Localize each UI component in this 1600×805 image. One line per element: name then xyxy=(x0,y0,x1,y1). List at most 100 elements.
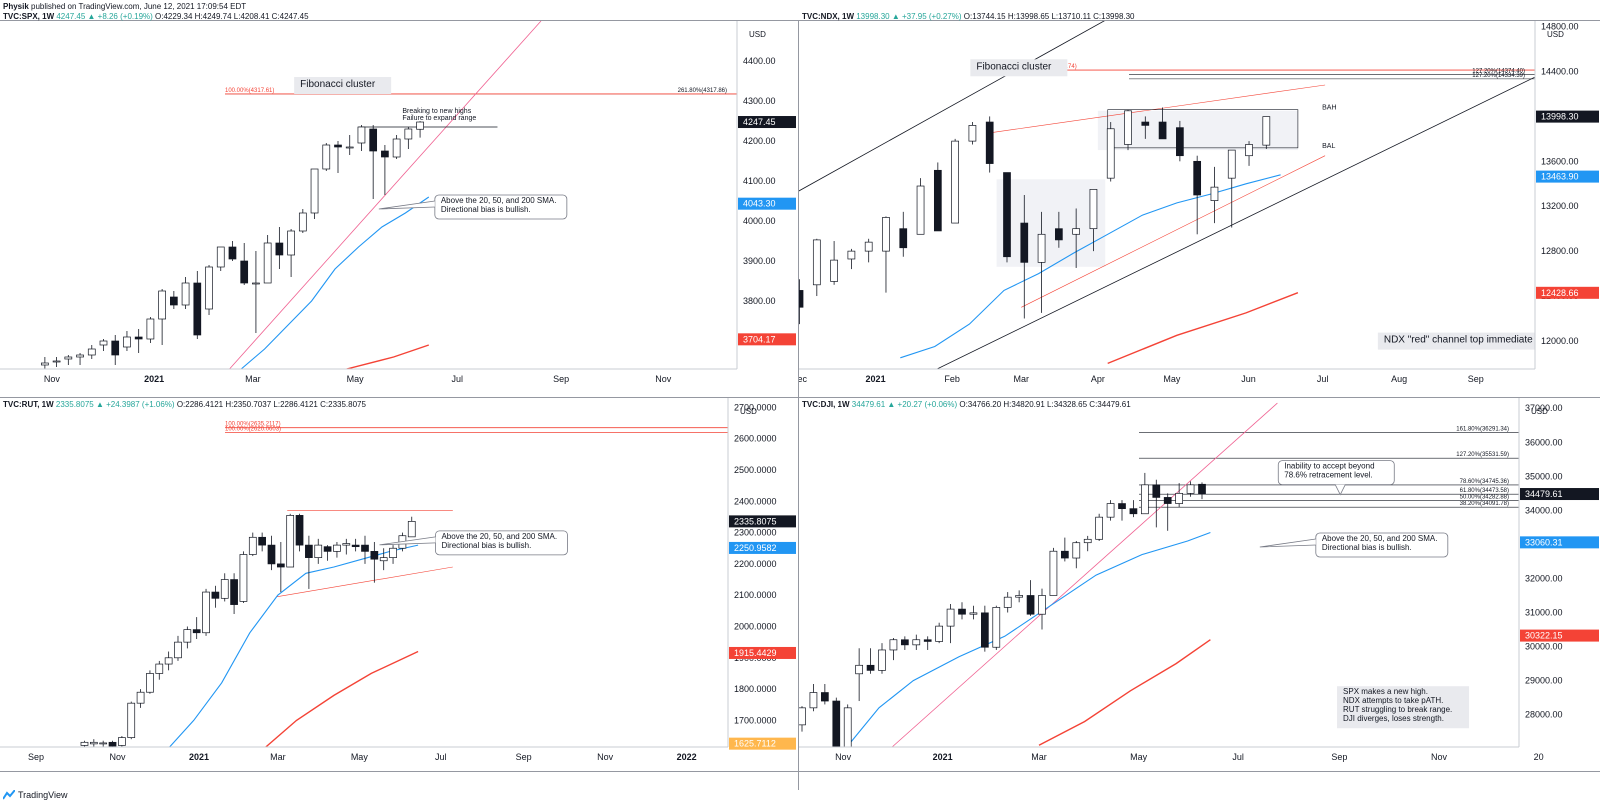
fib-level-label: 127.20%(35531.59) xyxy=(1456,452,1509,458)
candle-down xyxy=(901,639,909,646)
time-axis: Nov 2021 Mar May Jul Sep Nov xyxy=(0,368,737,384)
candle-down xyxy=(240,260,249,284)
price-tick-label: 1700.0000 xyxy=(734,715,777,725)
time-tick-label: Jun xyxy=(1241,374,1256,384)
candle-up xyxy=(946,608,955,627)
price-tag-label: 4043.30 xyxy=(743,199,776,209)
chart-svg[interactable]: 100.00%(2635.2117)100.00%(2620.0603) Abov… xyxy=(0,398,797,771)
time-tick-label: May xyxy=(351,752,369,762)
tradingview-logo-icon[interactable] xyxy=(3,790,15,800)
annotation-text: NDX "red" channel top immediate target. xyxy=(1384,335,1564,346)
time-tick-label: Mar xyxy=(1031,752,1047,762)
fib-level-label: 127.20%(14334.39) xyxy=(1472,73,1525,79)
candle-up xyxy=(389,547,397,558)
time-tick-label: Sep xyxy=(516,752,532,762)
time-tick-label: 2021 xyxy=(933,752,953,762)
candle-up xyxy=(333,544,341,552)
candle-down xyxy=(1026,595,1035,615)
panel-dji-change: 34479.61 ▲ +20.27 (+0.06%) xyxy=(851,400,958,409)
candle-up xyxy=(87,348,96,356)
annotation-line: SPX makes a new high. xyxy=(1343,687,1428,696)
candle-up xyxy=(1038,595,1046,615)
candle-down xyxy=(1152,484,1161,498)
panel-rut-change: 2335.8075 ▲ +24.3987 (+1.06%) xyxy=(55,400,175,409)
panel-ndx-symbol[interactable]: TVC:NDX, 1W xyxy=(802,12,854,21)
currency-label: USD xyxy=(1531,407,1548,416)
tradingview-brand[interactable]: TradingView xyxy=(18,790,68,800)
fib-level-label: 50.00%(34282.88) xyxy=(1460,495,1509,501)
price-tag-label: 3704.17 xyxy=(743,334,776,344)
chart-panel-dji[interactable]: 161.80%(36291.34) 127.20%(35531.59) 78.60%… xyxy=(799,398,1600,771)
red-channel-lower-line xyxy=(1021,155,1326,308)
plot-area: 100.00%(14412.74)127.20%(14374.40)127.20… xyxy=(799,21,1564,369)
price-tick-label: 28000.00 xyxy=(1525,710,1563,720)
candle-down xyxy=(305,544,313,558)
candle-up xyxy=(164,657,173,665)
panel-rut-symbol[interactable]: TVC:RUT, 1W xyxy=(3,400,54,409)
annotation: Breaking to new highs xyxy=(402,108,471,115)
panel-ndx-low: L:13710.11 xyxy=(1051,12,1091,21)
fib-level-label: 127.20%(14374.40) xyxy=(1472,68,1525,74)
price-tag-bg xyxy=(1536,286,1599,299)
time-tick-label: Feb xyxy=(944,374,960,384)
candle-up xyxy=(404,128,413,140)
chart-panel-spx[interactable]: 261.80%(4317.86) 100.00%(4317.61) Fibonacc… xyxy=(0,21,797,397)
panel-spx-legend: TVC:SPX, 1W 4247.45 ▲ +8.26 (+0.19%) O:4… xyxy=(3,12,309,21)
panel-dji-high: H:34820.91 xyxy=(1003,400,1045,409)
annotation-box xyxy=(1377,332,1535,350)
price-tag-label: 13463.90 xyxy=(1541,172,1579,182)
candle-down xyxy=(1176,127,1184,157)
annotation-line: DJI diverges, loses strength. xyxy=(1343,714,1444,723)
panel-spx-symbol[interactable]: TVC:SPX, 1W xyxy=(3,12,55,21)
sma-200-line xyxy=(346,344,430,369)
chart-panel-rut[interactable]: 100.00%(2635.2117) 100.00%(2620.0603) Abov… xyxy=(0,398,797,771)
price-tick-label: 2200.0000 xyxy=(734,559,777,569)
annotation-text: SPX makes a new high. NDX attempts to tak… xyxy=(1343,687,1452,723)
candle-up xyxy=(1227,149,1236,179)
annotation: SPX makes a new high. NDX attempts to tak… xyxy=(1337,686,1470,729)
candle-down xyxy=(1061,550,1069,559)
candle-up xyxy=(80,741,89,746)
author-name[interactable]: Physik xyxy=(3,2,29,11)
candle-up xyxy=(1175,492,1183,504)
candle-up xyxy=(889,639,898,651)
callout-pointer xyxy=(378,200,435,210)
chart-svg[interactable]: 161.80%(36291.34) 127.20%(35531.59) 78.60%… xyxy=(799,398,1600,771)
plot-area: 261.80%(4317.86) 100.00%(4317.61) Fibonacc… xyxy=(41,21,737,369)
panel-ndx-close: C:13998.30 xyxy=(1093,12,1135,21)
fib-level-label: 78.60%(34745.36) xyxy=(1460,479,1509,485)
candle-up xyxy=(220,579,229,599)
currency-label: USD xyxy=(749,30,766,39)
callout-pointer xyxy=(1334,484,1346,496)
time-tick-label: Jul xyxy=(1232,752,1244,762)
time-tick-label: 2021 xyxy=(144,374,164,384)
price-tick-label: 14800.00 xyxy=(1541,22,1579,32)
chart-svg[interactable]: 100.00%(14412.74)127.20%(14374.40)127.20… xyxy=(799,21,1600,397)
candle-up xyxy=(1106,128,1115,179)
price-tag-bg xyxy=(729,737,796,750)
price-tick-label: 2400.0000 xyxy=(734,496,777,506)
time-tick-label: Nov xyxy=(597,752,614,762)
price-tick-label: 32000.00 xyxy=(1525,573,1563,583)
sma-200-line xyxy=(265,650,419,747)
time-tick-label: Nov xyxy=(110,752,127,762)
candle-up xyxy=(1245,144,1253,157)
fib-level-label: 261.80%(4317.86) xyxy=(678,88,727,94)
candle-up xyxy=(878,649,886,671)
annotation: BAH xyxy=(1322,105,1336,112)
chart-svg[interactable]: 261.80%(4317.86) 100.00%(4317.61) Fibonacc… xyxy=(0,21,797,397)
candle-down xyxy=(985,121,994,164)
candle-up xyxy=(1141,484,1149,515)
annotation-text: Above the 20, 50, and 200 SMA. Directiona… xyxy=(441,196,557,214)
time-tick-label: May xyxy=(1163,374,1181,384)
chart-panel-ndx[interactable]: 100.00%(14412.74)127.20%(14374.40)127.20… xyxy=(799,21,1600,397)
candle-up xyxy=(843,707,852,747)
price-tick-label: 2300.0000 xyxy=(734,528,777,538)
candle-up xyxy=(342,543,351,546)
price-tick-label: 12800.00 xyxy=(1541,246,1579,256)
panel-dji-symbol[interactable]: TVC:DJI, 1W xyxy=(802,400,850,409)
panel-ndx-open: O:13744.15 xyxy=(963,12,1006,21)
annotation: Above the 20, 50, and 200 SMA. Directiona… xyxy=(378,194,568,220)
panel-ndx-high: H:13998.65 xyxy=(1007,12,1050,21)
price-tick-label: 2000.0000 xyxy=(734,621,777,631)
